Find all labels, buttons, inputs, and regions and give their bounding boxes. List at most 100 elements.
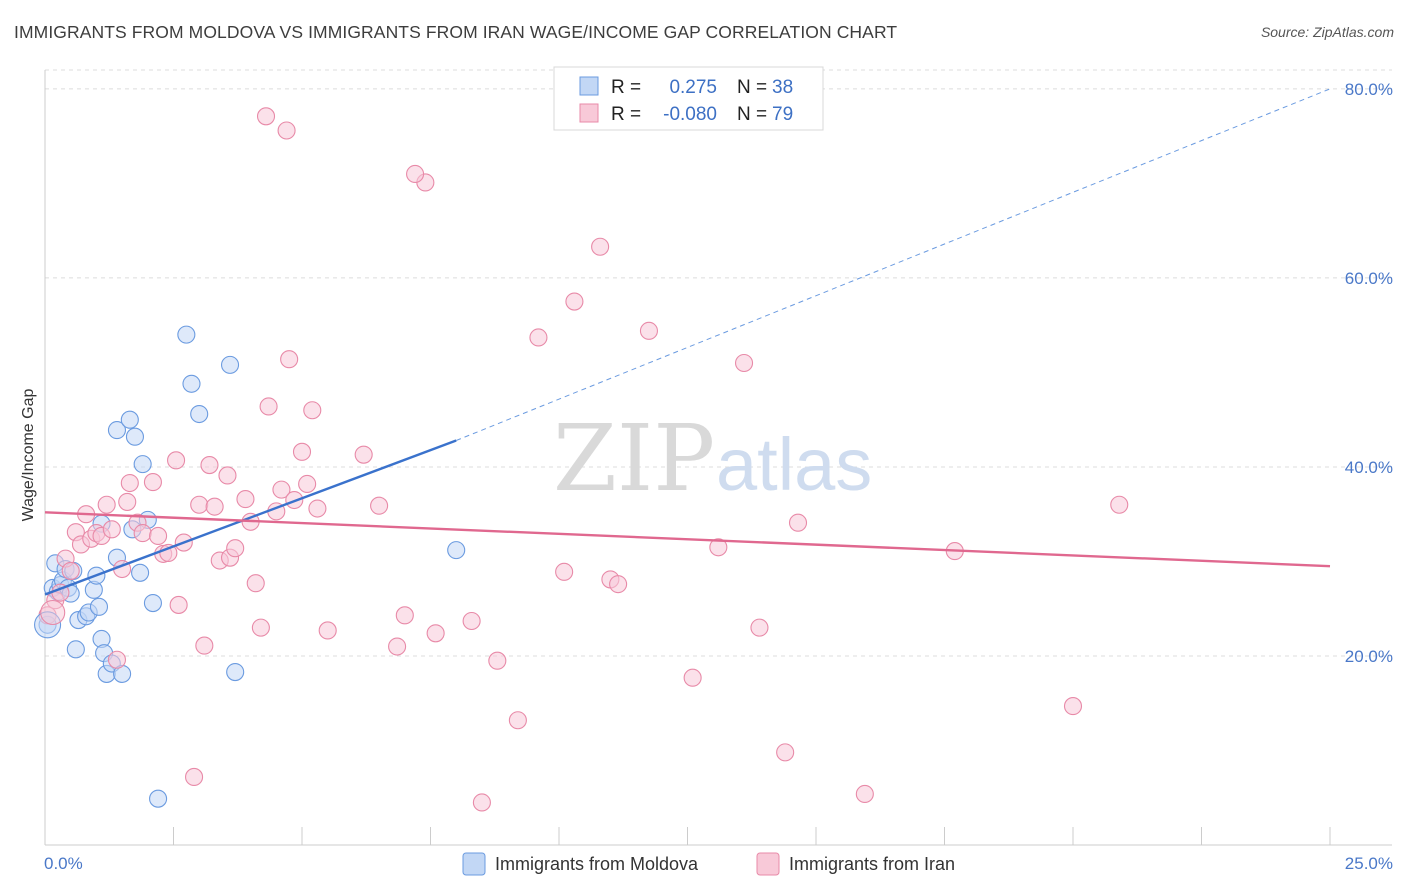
- point-iran-13: [107, 650, 127, 669]
- legend-label-moldova: Immigrants from Moldova: [495, 854, 699, 874]
- trend-lines: [456, 88, 1331, 441]
- point-iran-43: [280, 350, 299, 369]
- point-iran-53: [395, 606, 414, 625]
- point-moldova-25: [120, 410, 139, 429]
- axes: [44, 70, 1392, 846]
- point-iran-76: [462, 611, 481, 631]
- point-moldova-29: [133, 455, 152, 474]
- y-tick-label-40: 40.0%: [1345, 458, 1393, 477]
- point-iran-28: [195, 636, 214, 655]
- point-moldova-35: [220, 355, 240, 374]
- point-iran-61: [565, 292, 584, 311]
- point-iran-15: [118, 492, 137, 511]
- trend-line-moldova-extension: [456, 88, 1331, 441]
- gridlines: [45, 69, 1392, 657]
- point-iran-11: [97, 495, 116, 514]
- point-iran-37: [246, 574, 265, 593]
- stats-r-label-2: R =: [611, 104, 641, 125]
- point-iran-12: [102, 520, 121, 539]
- chart-title: IMMIGRANTS FROM MOLDOVA VS IMMIGRANTS FR…: [14, 22, 898, 42]
- legend-swatch-iran: [756, 852, 780, 876]
- point-iran-18: [133, 524, 152, 543]
- stats-swatch-moldova: [579, 76, 599, 96]
- point-iran-56: [472, 793, 491, 812]
- point-moldova-30: [143, 593, 162, 613]
- point-moldova-36: [226, 662, 245, 682]
- point-moldova-31: [149, 789, 168, 808]
- point-iran-60: [555, 562, 574, 581]
- point-iran-20: [149, 526, 168, 545]
- x-tick-label-start: 0.0%: [44, 854, 83, 873]
- point-iran-24: [169, 595, 188, 614]
- point-iran-58: [508, 711, 527, 730]
- point-iran-34: [226, 539, 245, 558]
- point-moldova-34: [190, 404, 209, 424]
- y-axis-label: Wage/Income Gap: [20, 389, 37, 522]
- point-iran-50: [354, 445, 373, 464]
- point-iran-59: [529, 328, 548, 347]
- source-credit: Source: ZipAtlas.com: [1260, 24, 1394, 40]
- point-iran-52: [388, 637, 407, 656]
- point-iran-23: [167, 451, 186, 470]
- point-iran-cluster: [40, 599, 66, 626]
- point-iran-48: [308, 499, 327, 518]
- y-tick-label-80: 80.0%: [1345, 80, 1393, 99]
- point-iran-42: [277, 121, 296, 140]
- point-iran-74: [1063, 697, 1083, 716]
- x-tick-label-end: 25.0%: [1345, 854, 1393, 873]
- point-moldova-32: [177, 325, 196, 344]
- point-iran-57: [488, 651, 507, 670]
- point-moldova-16: [89, 597, 109, 616]
- point-iran-71: [788, 513, 808, 532]
- legend-label-iran: Immigrants from Iran: [789, 854, 955, 874]
- point-iran-27: [190, 495, 209, 514]
- watermark-zip: ZIP: [553, 405, 715, 512]
- axis-tick-labels: 20.0% 40.0% 60.0% 80.0% 0.0% 25.0%: [44, 80, 1393, 873]
- point-iran-46: [298, 474, 317, 494]
- legend-swatch-moldova: [462, 852, 486, 876]
- trend-line-iran: [44, 511, 1331, 568]
- point-iran-77: [256, 107, 276, 126]
- point-iran-75: [1110, 495, 1129, 514]
- point-iran-78: [406, 164, 425, 184]
- point-iran-69: [750, 618, 769, 637]
- point-iran-65: [639, 321, 659, 340]
- point-iran-38: [251, 618, 270, 637]
- watermark: ZIP atlas: [553, 405, 872, 512]
- stats-swatch-iran: [579, 103, 599, 123]
- point-iran-29: [200, 456, 219, 475]
- point-iran-45: [292, 442, 312, 461]
- point-iran-64: [609, 575, 628, 594]
- data-points: [34, 107, 1331, 812]
- point-iran-4: [61, 561, 80, 580]
- watermark-atlas: atlas: [716, 423, 872, 506]
- stats-n-value-1: 38: [772, 77, 793, 98]
- point-iran-70: [776, 743, 795, 762]
- point-iran-19: [143, 473, 162, 492]
- point-iran-30: [205, 497, 224, 516]
- trend-line-moldova: [44, 439, 457, 596]
- point-moldova-10: [66, 640, 85, 659]
- stats-r-value-1: 0.275: [669, 77, 717, 98]
- point-moldova-38: [447, 541, 466, 560]
- stats-r-value-2: -0.080: [663, 104, 717, 125]
- point-moldova-24: [107, 421, 127, 440]
- point-moldova-33: [182, 374, 201, 393]
- y-tick-label-60: 60.0%: [1345, 269, 1393, 288]
- point-iran-49: [318, 621, 337, 640]
- point-iran-35: [236, 490, 255, 509]
- point-moldova-28: [131, 563, 150, 582]
- point-moldova-26: [125, 427, 144, 446]
- legend: Immigrants from Moldova Immigrants from …: [462, 852, 955, 876]
- point-iran-62: [591, 237, 610, 256]
- point-iran-68: [734, 353, 754, 373]
- stats-r-label-1: R =: [611, 77, 641, 98]
- point-iran-32: [218, 466, 237, 485]
- point-iran-41: [272, 480, 291, 499]
- point-iran-55: [426, 624, 445, 643]
- point-iran-66: [683, 668, 702, 687]
- point-iran-67: [709, 538, 728, 557]
- point-iran-26: [185, 767, 204, 787]
- y-tick-label-20: 20.0%: [1345, 647, 1393, 666]
